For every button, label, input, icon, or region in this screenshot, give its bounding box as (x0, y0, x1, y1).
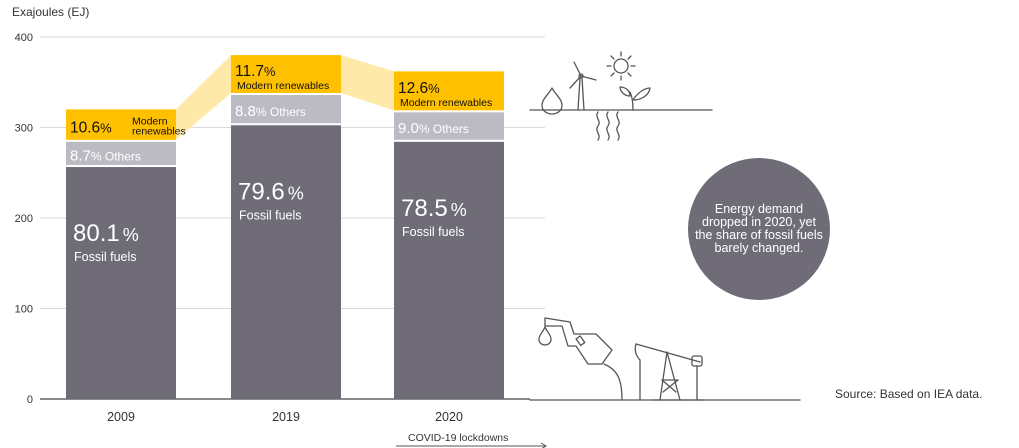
wind-turbine-icon (569, 61, 597, 111)
fossil-series-label: Fossil fuels (239, 208, 302, 222)
others-share-label: 9.0% Others (398, 120, 469, 137)
others-bar (394, 112, 504, 140)
fossil-share-label: 80.1% (73, 220, 139, 247)
heat-waves-icon (596, 111, 620, 141)
renewables-connector (341, 55, 394, 111)
oil-pump-jack-icon (634, 343, 705, 401)
renewables-connector (176, 55, 231, 140)
fossil-icons (529, 317, 801, 401)
callout-text: Energy demand dropped in 2020, yet the s… (695, 202, 823, 255)
y-tick-label: 200 (15, 213, 33, 225)
renewables-share-label: 11.7% (235, 63, 276, 80)
x-tick-label: 2019 (272, 410, 300, 424)
renewables-series-label: Modern renewables (237, 80, 329, 92)
x-tick-label: 2009 (107, 410, 135, 424)
water-drop-icon (541, 87, 563, 115)
renewables-series-label: Modern renewables (400, 97, 492, 109)
covid-label: COVID-19 lockdowns (408, 432, 508, 444)
sun-icon (606, 51, 636, 81)
others-share-label: 8.7% Others (70, 147, 141, 164)
fossil-share-label: 78.5% (401, 195, 467, 222)
covid-annotation: COVID-19 lockdowns (396, 432, 547, 448)
modern-renewables-bar (394, 71, 504, 111)
fossil-series-label: Fossil fuels (402, 225, 465, 239)
y-tick-label: 100 (15, 304, 33, 316)
x-axis: 2009 2019 2020 (107, 410, 463, 424)
renewables-series-label: Modern (132, 116, 168, 128)
renewables-connectors (176, 55, 394, 140)
fossil-share-label: 79.6% (238, 178, 304, 205)
callout-bubble (688, 158, 830, 300)
fossil-fuels-bar (394, 141, 504, 399)
y-axis: 0 100 200 300 400 (15, 32, 33, 406)
others-share-label: 8.8% Others (235, 103, 306, 120)
others-bar (231, 94, 341, 124)
y-tick-label: 300 (15, 123, 33, 135)
modern-renewables-bar (66, 109, 176, 140)
modern-renewables-bar (231, 55, 341, 93)
y-tick-label: 0 (27, 394, 33, 406)
source-note: Source: Based on IEA data. (835, 387, 983, 401)
renewables-share-label: 12.6% (398, 80, 440, 97)
renewable-icons (529, 51, 713, 141)
fuel-nozzle-icon (544, 317, 623, 401)
fossil-series-label: Fossil fuels (74, 250, 137, 264)
sprout-icon (619, 86, 651, 111)
x-tick-label: 2020 (435, 410, 463, 424)
others-bar (66, 141, 176, 166)
fossil-fuels-bar (66, 167, 176, 399)
y-axis-label: Exajoules (EJ) (12, 5, 89, 19)
fossil-fuels-bar (231, 125, 341, 399)
renewables-series-label: renewables (132, 126, 186, 138)
bars: 80.1 % Fossil fuels 8.7% Others 10.6% Modernr… (66, 55, 504, 399)
oil-drop-icon (538, 326, 552, 346)
renewables-share-label: 10.6% (70, 120, 112, 137)
y-tick-label: 400 (15, 32, 33, 44)
